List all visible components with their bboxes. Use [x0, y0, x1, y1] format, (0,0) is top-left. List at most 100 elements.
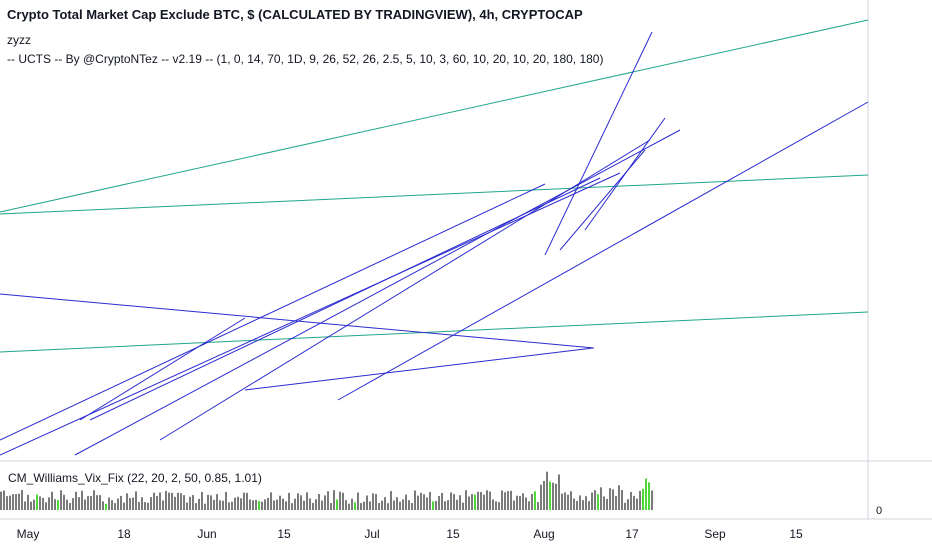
vix-bar	[24, 501, 26, 510]
vix-bar	[573, 498, 575, 510]
vix-bar	[111, 500, 113, 510]
vix-bar	[405, 494, 407, 510]
vix-bar	[54, 499, 56, 510]
vix-bar	[561, 493, 563, 510]
vix-bar	[450, 492, 452, 510]
indicator-legend[interactable]: -- UCTS -- By @CryptoNTez -- v2.19 -- (1…	[7, 52, 604, 66]
vix-bar	[270, 492, 272, 510]
vix-bar	[426, 497, 428, 510]
vix-bar	[618, 485, 620, 510]
time-tick: May	[17, 527, 40, 541]
vix-bar	[258, 500, 260, 510]
vix-bar	[486, 490, 488, 510]
vix-bar	[384, 497, 386, 510]
vix-bar	[174, 496, 176, 510]
vix-bar	[414, 490, 416, 510]
vix-bar	[42, 497, 44, 510]
vix-bar	[339, 491, 341, 510]
vix-bar	[0, 491, 2, 510]
vix-bar	[438, 496, 440, 510]
vix-bar	[279, 495, 281, 510]
trendline	[337, 101, 869, 401]
vix-tick: 0	[876, 505, 882, 517]
vix-bar	[210, 495, 212, 510]
vix-bar	[432, 501, 434, 510]
vix-bar	[30, 501, 32, 510]
vix-bar	[81, 490, 83, 510]
vix-bar	[591, 492, 593, 510]
vix-bar	[57, 500, 59, 510]
vix-bar	[36, 494, 38, 510]
vix-bar	[75, 491, 77, 510]
chart-title: Crypto Total Market Cap Exclude BTC, $ (…	[7, 7, 583, 22]
vix-bar	[459, 495, 461, 510]
vix-bar	[93, 490, 95, 510]
vix-bar	[228, 502, 230, 510]
vix-bar	[243, 492, 245, 510]
vix-bar	[411, 503, 413, 510]
vix-bar	[615, 495, 617, 510]
vix-bar	[540, 484, 542, 510]
vix-bar	[393, 500, 395, 510]
vix-bar	[570, 491, 572, 510]
vix-bar	[480, 492, 482, 510]
vix-bar	[282, 498, 284, 510]
vix-bar	[159, 492, 161, 510]
vix-legend[interactable]: CM_Williams_Vix_Fix (22, 20, 2, 50, 0.85…	[8, 471, 262, 485]
vix-bar	[465, 490, 467, 510]
vix-bar	[315, 499, 317, 510]
vix-bar	[489, 491, 491, 510]
vix-bar	[567, 494, 569, 510]
vix-bar	[507, 491, 509, 510]
vix-bar	[273, 500, 275, 510]
vix-bar	[231, 501, 233, 510]
vix-bar	[102, 501, 104, 510]
vix-bar	[213, 499, 215, 510]
vix-bar	[333, 490, 335, 510]
vix-bar	[237, 496, 239, 510]
vix-bar	[105, 503, 107, 510]
vix-bar	[156, 496, 158, 510]
vix-bar	[519, 495, 521, 510]
time-tick: Aug	[533, 527, 554, 541]
vix-bar	[165, 490, 167, 510]
vix-bar	[585, 496, 587, 510]
vix-bar	[609, 488, 611, 510]
vix-bar	[354, 502, 356, 510]
vix-bar	[240, 498, 242, 510]
vix-bar	[477, 491, 479, 510]
channel-lower-line	[0, 311, 869, 353]
vix-bar	[12, 494, 14, 510]
trendline	[0, 172, 621, 456]
vix-bar	[345, 500, 347, 510]
vix-bar	[378, 503, 380, 510]
trendline	[74, 129, 681, 456]
vix-bar	[651, 490, 653, 510]
vix-bar	[249, 499, 251, 510]
vix-bar	[96, 495, 98, 510]
time-tick: 17	[625, 527, 639, 541]
vix-bar	[648, 482, 650, 510]
time-tick: 15	[446, 527, 460, 541]
vix-bar	[501, 490, 503, 510]
vix-bar	[420, 492, 422, 510]
vix-bar	[498, 502, 500, 510]
vix-bar	[564, 492, 566, 510]
vix-bar	[6, 496, 8, 510]
time-tick: Jul	[364, 527, 379, 541]
vix-bar	[189, 496, 191, 510]
vix-bar	[546, 471, 548, 510]
vix-bar	[342, 492, 344, 510]
vix-bar	[21, 490, 23, 510]
vix-bar	[435, 500, 437, 510]
vix-bar	[453, 494, 455, 510]
vix-bar	[381, 500, 383, 510]
vix-bar	[303, 500, 305, 510]
vix-bar	[246, 492, 248, 510]
vix-bar	[147, 502, 149, 510]
vix-bar	[525, 497, 527, 510]
vix-bar	[348, 503, 350, 510]
time-tick: 15	[277, 527, 291, 541]
